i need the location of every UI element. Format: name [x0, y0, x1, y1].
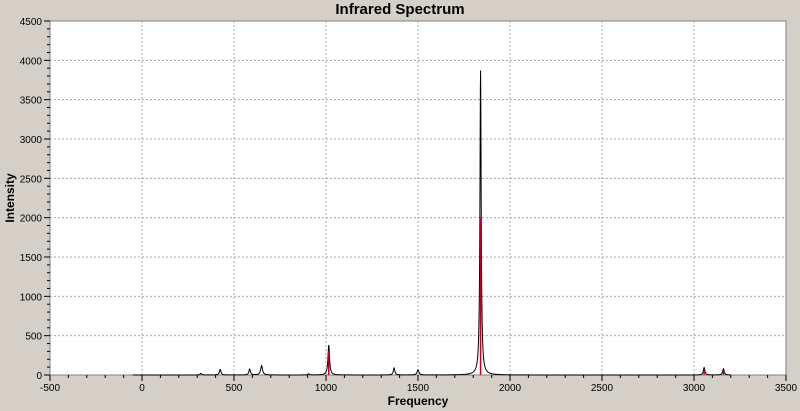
x-tick-label: 1500 — [407, 383, 430, 394]
x-tick-label: 0 — [139, 383, 145, 394]
y-tick-label: 0 — [36, 371, 42, 382]
spectrum-line — [132, 70, 731, 376]
y-tick-label: 4000 — [20, 56, 43, 67]
y-tick-label: 2000 — [20, 214, 43, 225]
x-tick-label: 500 — [226, 383, 243, 394]
y-tick-label: 1500 — [20, 253, 43, 264]
y-tick-label: 4500 — [20, 17, 43, 28]
x-tick-label: 2500 — [591, 383, 614, 394]
x-tick-label: -500 — [40, 383, 60, 394]
y-tick-label: 2500 — [20, 174, 43, 185]
x-axis-label: Frequency — [388, 394, 449, 408]
y-tick-label: 3000 — [20, 135, 43, 146]
x-tick-label: 3500 — [775, 383, 798, 394]
chart-title: Infrared Spectrum — [335, 1, 465, 18]
y-tick-label: 1000 — [20, 292, 43, 303]
y-tick-label: 500 — [25, 332, 42, 343]
x-tick-label: 3000 — [683, 383, 706, 394]
y-tick-label: 3500 — [20, 96, 43, 107]
y-axis-label: Intensity — [3, 173, 17, 223]
x-tick-label: 2000 — [499, 383, 522, 394]
x-tick-label: 1000 — [315, 383, 338, 394]
